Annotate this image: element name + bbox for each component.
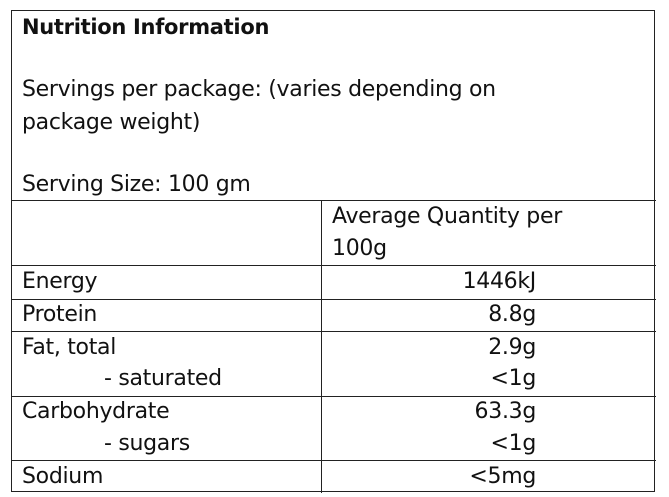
divider xyxy=(11,299,656,300)
serving-size: Serving Size: 100 gm xyxy=(22,172,251,197)
row-label: - sugars xyxy=(104,431,190,456)
divider xyxy=(11,265,656,266)
divider xyxy=(11,460,656,461)
row-label: Fat, total xyxy=(22,335,117,360)
row-value: <1g xyxy=(490,431,537,456)
row-label: Energy xyxy=(22,269,98,294)
row-value: <5mg xyxy=(469,464,536,489)
divider xyxy=(11,396,656,397)
divider xyxy=(11,200,656,201)
row-value: <1g xyxy=(490,366,537,391)
row-label: - saturated xyxy=(104,366,222,391)
row-value: 8.8g xyxy=(488,302,536,327)
servings-per-package: Servings per package: (varies depending … xyxy=(22,77,496,102)
row-label: Sodium xyxy=(22,464,104,489)
row-label: Carbohydrate xyxy=(22,399,170,424)
row-label: Protein xyxy=(22,302,98,327)
row-value: 2.9g xyxy=(488,335,536,360)
column-header: Average Quantity per xyxy=(332,204,562,229)
row-value: 1446kJ xyxy=(462,269,537,294)
servings-per-package-cont: package weight) xyxy=(22,110,201,135)
table-title: Nutrition Information xyxy=(22,15,270,39)
column-divider xyxy=(321,200,322,493)
divider xyxy=(11,331,656,332)
nutrition-table xyxy=(11,10,655,492)
row-value: 63.3g xyxy=(474,399,537,424)
column-header-cont: 100g xyxy=(332,236,387,261)
